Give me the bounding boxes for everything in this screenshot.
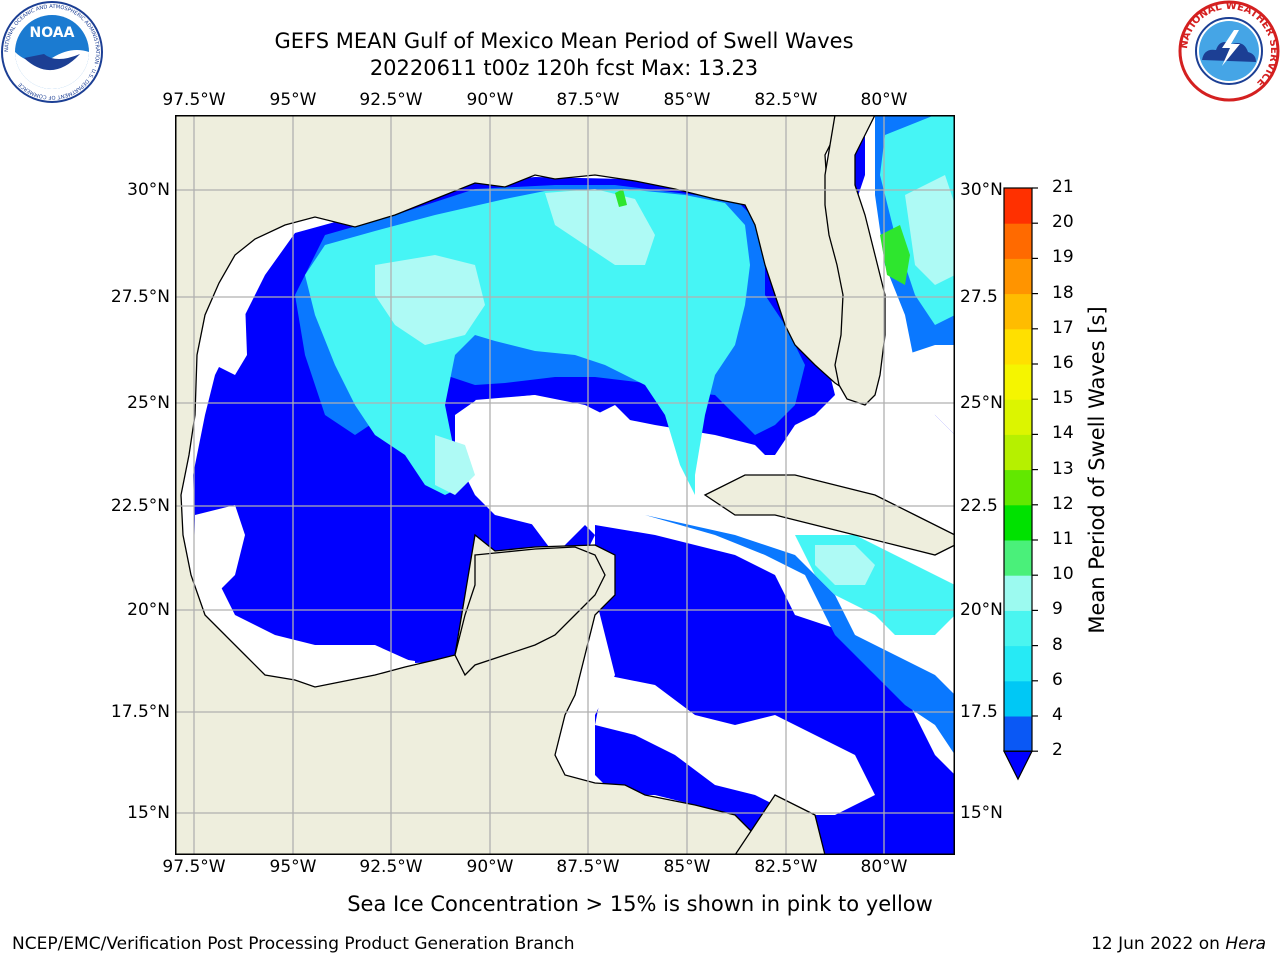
nws-logo: NATIONAL WEATHER SERVICE (1178, 0, 1280, 106)
colorbar-tick-label: 10 (1052, 564, 1074, 585)
colorbar-tick-label: 14 (1052, 423, 1074, 444)
colorbar-tick-label: 11 (1052, 529, 1074, 549)
footer-date: 12 Jun 2022 on (1091, 934, 1226, 954)
map-frame (175, 115, 955, 855)
lon-label-bottom: 92.5°W (359, 857, 423, 877)
lat-label-right: 17.5 (960, 702, 998, 722)
lon-label-top: 85°W (663, 90, 711, 110)
lon-label-bottom: 97.5°W (162, 857, 226, 877)
colorbar-tick-label: 17 (1052, 317, 1074, 338)
svg-text:NOAA: NOAA (30, 25, 75, 41)
lon-label-top: 90°W (466, 90, 514, 110)
lon-label-top: 95°W (269, 90, 317, 110)
lon-label-top: 97.5°W (162, 90, 226, 110)
lat-label-right: 27.5 (960, 287, 998, 307)
colorbar-tick-label: 21 (1052, 177, 1074, 197)
chart-title: GEFS MEAN Gulf of Mexico Mean Period of … (274, 29, 854, 53)
swell-period-light-cyan (375, 175, 955, 585)
lon-label-top: 80°W (860, 90, 908, 110)
map-panel (174, 114, 956, 859)
lon-label-bottom: 80°W (860, 857, 908, 877)
colorbar-extend-triangle (1003, 750, 1033, 781)
footer-timestamp: 12 Jun 2022 on Hera (1091, 934, 1266, 954)
colorbar-tick-label: 2 (1052, 740, 1063, 761)
colorbar-tick-label: 18 (1052, 282, 1074, 303)
colorbar-segment (1004, 610, 1032, 647)
lat-label-left: 15°N (127, 803, 170, 823)
colorbar-segment (1004, 469, 1032, 506)
colorbar-tick-label: 9 (1052, 599, 1063, 620)
colorbar-tick-label: 8 (1052, 634, 1063, 655)
colorbar-segment (1004, 716, 1032, 752)
colorbar-segment (1004, 188, 1032, 224)
colorbar-segment (1004, 328, 1032, 365)
footer-host: Hera (1225, 934, 1266, 954)
lon-label-bottom: 87.5°W (556, 857, 620, 877)
chart-subtitle: 20220611 t00z 120h fcst Max: 13.23 (369, 56, 759, 80)
lat-label-left: 22.5°N (110, 496, 170, 516)
colorbar-segment (1004, 223, 1032, 259)
sea-ice-caption: Sea Ice Concentration > 15% is shown in … (347, 892, 933, 916)
colorbar-segment (1004, 434, 1032, 471)
lat-label-left: 20°N (127, 600, 170, 620)
lon-label-bottom: 82.5°W (754, 857, 818, 877)
colorbar-segment (1004, 364, 1032, 400)
colorbar-tick-label: 13 (1052, 458, 1074, 479)
lat-label-right: 15°N (960, 803, 1003, 823)
lat-label-right: 20°N (960, 600, 1003, 620)
lon-label-bottom: 95°W (269, 857, 317, 877)
colorbar-segment (1004, 575, 1032, 611)
colorbar-tick-label: 20 (1052, 212, 1074, 233)
colorbar-segment (1004, 258, 1032, 295)
colorbar-segment (1004, 645, 1032, 682)
lon-label-bottom: 85°W (663, 857, 711, 877)
footer-credit: NCEP/EMC/Verification Post Processing Pr… (12, 934, 575, 954)
lat-label-left: 30°N (127, 180, 170, 200)
graticule (175, 115, 955, 855)
lon-label-top: 92.5°W (359, 90, 423, 110)
colorbar-segment (1004, 293, 1032, 330)
colorbar-segment (1004, 399, 1032, 435)
colorbar (1000, 180, 1042, 789)
lon-label-top: 87.5°W (556, 90, 620, 110)
colorbar-segment (1004, 540, 1032, 576)
land-areas (174, 114, 956, 856)
lat-label-left: 25°N (127, 393, 170, 413)
colorbar-tick-label: 4 (1052, 705, 1063, 725)
colorbar-segment (1004, 504, 1032, 541)
colorbar-segment (1004, 680, 1032, 717)
colorbar-tick-label: 15 (1052, 388, 1074, 409)
lon-label-top: 82.5°W (754, 90, 818, 110)
colorbar-tick-label: 19 (1052, 247, 1074, 268)
lat-label-left: 27.5°N (110, 287, 170, 307)
colorbar-tick-label: 16 (1052, 353, 1074, 373)
lat-label-right: 22.5 (960, 496, 998, 516)
colorbar-tick-label: 12 (1052, 493, 1074, 514)
lat-label-left: 17.5°N (110, 702, 170, 722)
lat-label-right: 30°N (960, 180, 1003, 200)
lon-label-bottom: 90°W (466, 857, 514, 877)
colorbar-tick-label: 6 (1052, 669, 1063, 690)
noaa-logo: NOAA NATIONAL OCEANIC AND ATMOSPHERIC AD… (0, 0, 104, 108)
lat-label-right: 25°N (960, 393, 1003, 413)
